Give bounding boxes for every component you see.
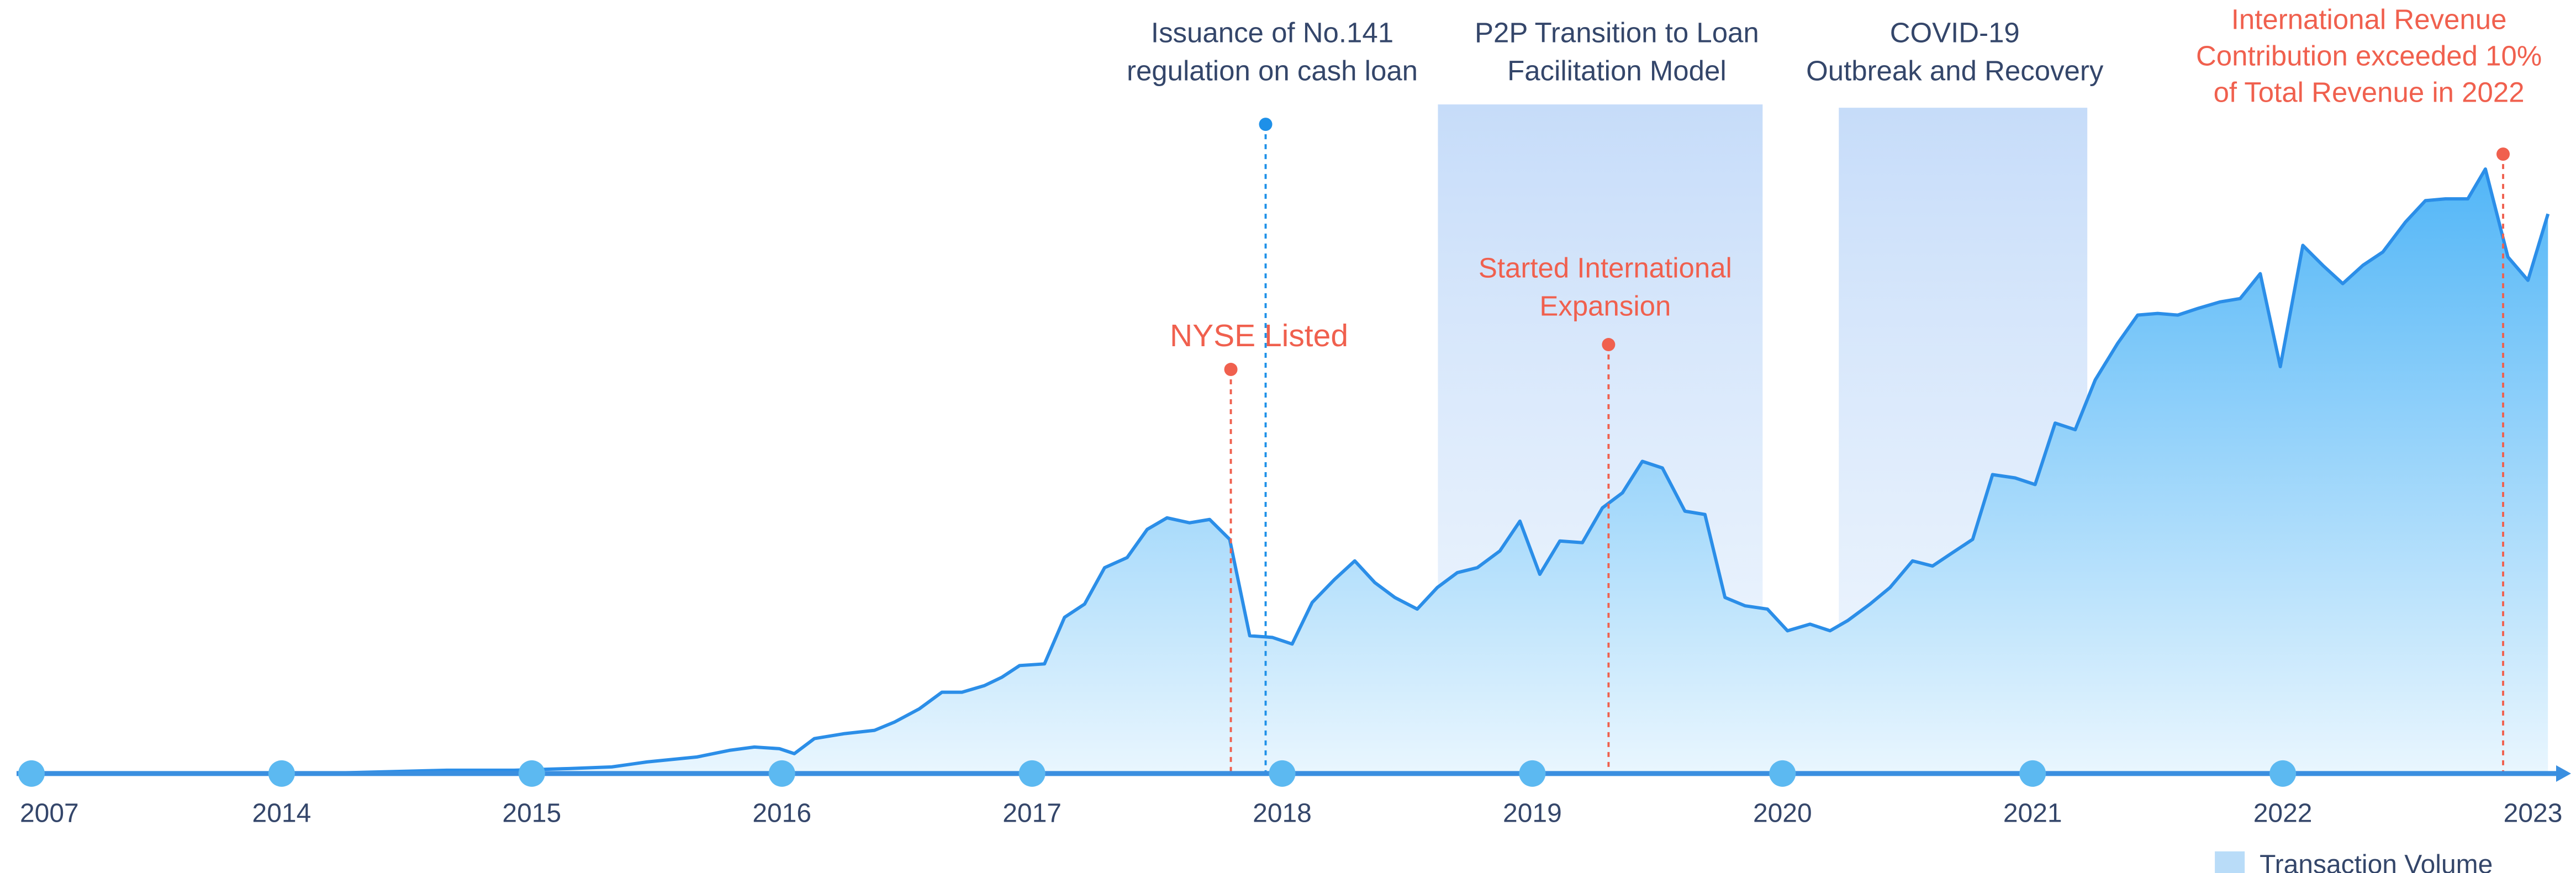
- x-tick-label: 2019: [1503, 799, 1562, 828]
- annotation: of Total Revenue in 2022: [2214, 77, 2525, 108]
- x-tick-label: 2018: [1253, 799, 1312, 828]
- timeline-dot: [18, 760, 45, 787]
- nyse-dot: [1224, 363, 1238, 377]
- annotation: NYSE Listed: [1170, 318, 1348, 353]
- x-tick-label: 2023: [2504, 799, 2563, 828]
- annotation: Issuance of No.141: [1151, 17, 1393, 49]
- timeline-dot: [2269, 760, 2297, 787]
- annotation: COVID-19: [1890, 17, 2020, 49]
- annotation: International Revenue: [2231, 4, 2507, 35]
- annotation: Facilitation Model: [1507, 55, 1727, 87]
- cash-loan-dot: [1259, 118, 1273, 131]
- annotation: Outbreak and Recovery: [1806, 55, 2104, 87]
- x-tick-label: 2017: [1002, 799, 1062, 828]
- x-tick-label: 2022: [2253, 799, 2313, 828]
- timeline-dot: [2019, 760, 2046, 787]
- timeline-dot: [1769, 760, 1796, 787]
- timeline-dot: [1018, 760, 1046, 787]
- timeline-dot: [768, 760, 795, 787]
- x-tick-label: 2007: [20, 799, 79, 828]
- legend-swatch: [2215, 851, 2245, 873]
- annotation: regulation on cash loan: [1127, 55, 1418, 87]
- annotation: P2P Transition to Loan: [1475, 17, 1759, 49]
- timeline-dot: [518, 760, 545, 787]
- legend-label: Transaction Volume: [2260, 850, 2493, 873]
- expansion-dot: [1602, 338, 1616, 352]
- revenue-dot: [2496, 147, 2510, 161]
- annotation: Started International: [1479, 252, 1732, 284]
- annotation: Expansion: [1539, 290, 1671, 322]
- area-line: [31, 167, 2550, 775]
- x-tick-label: 2020: [1753, 799, 1812, 828]
- timeline-dot: [1269, 760, 1296, 787]
- x-tick-label: 2015: [502, 799, 561, 828]
- annotation-lines: [1229, 124, 2504, 774]
- x-tick-label: 2021: [2003, 799, 2062, 828]
- timeline-dot: [268, 760, 295, 787]
- area-fill: [31, 169, 2548, 774]
- x-tick-label: 2016: [752, 799, 811, 828]
- x-tick-label: 2014: [252, 799, 312, 828]
- timeline-arrow: [2556, 765, 2572, 782]
- timeline-dot: [1519, 760, 1546, 787]
- annotation: Contribution exceeded 10%: [2196, 40, 2542, 72]
